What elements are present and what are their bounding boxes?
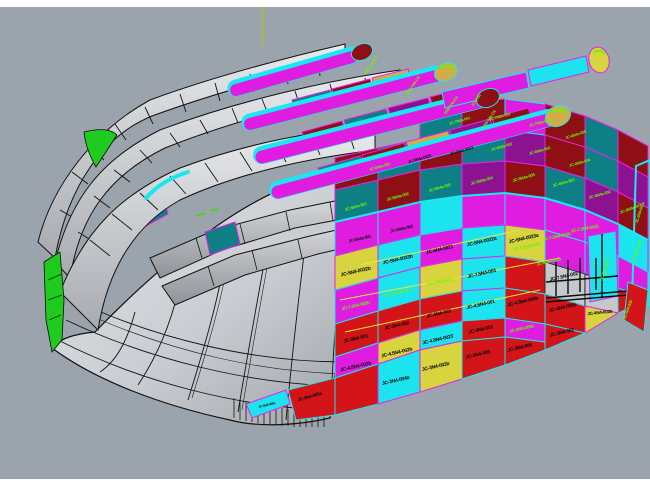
panel-label: JC-5N4-002a bbox=[536, 256, 562, 267]
tip-glint bbox=[593, 49, 606, 55]
panel-label: JC-4N4-001 bbox=[468, 324, 494, 336]
panel-label: JC-7.5N4-001 bbox=[426, 276, 453, 287]
panel-label: JC-5N4-03b bbox=[622, 299, 634, 320]
lime-dash bbox=[195, 208, 219, 217]
panel-label: JC-6N4a-001 bbox=[368, 161, 391, 172]
panel-label: JC-3N4-006 bbox=[507, 342, 533, 354]
panel[interactable] bbox=[461, 192, 506, 229]
panel[interactable] bbox=[544, 323, 587, 351]
panel-label: JC-5N4a-003 bbox=[428, 182, 452, 193]
green-panel[interactable] bbox=[83, 129, 118, 168]
green-wedge-hatch bbox=[47, 273, 63, 321]
panel-label: JC-5N4a-002 bbox=[386, 191, 410, 202]
cyan-sliver bbox=[630, 158, 650, 307]
tip-glint bbox=[551, 109, 568, 114]
panel-label: JC-5N4b bbox=[471, 93, 483, 107]
panel-label: JC-5N4-003 bbox=[426, 308, 452, 320]
green-wedge[interactable] bbox=[43, 251, 65, 353]
panel-label: JC-5N4a-001 bbox=[344, 201, 368, 212]
panel-label: JC-7.5N4-005 bbox=[384, 287, 411, 298]
panel-label: JC-6N4a-002 bbox=[490, 141, 513, 152]
panel-label: JC-5N4-002 bbox=[384, 320, 410, 332]
panel-label: JC-5N4-001 bbox=[343, 333, 369, 345]
panel[interactable] bbox=[287, 377, 336, 421]
panel[interactable] bbox=[504, 336, 546, 366]
panel-label: JC-4N4a-004 bbox=[568, 157, 591, 168]
panel[interactable] bbox=[617, 129, 649, 178]
teal-riser[interactable] bbox=[204, 221, 241, 256]
panel-label: JC-2N4-001a bbox=[634, 200, 646, 223]
strip-tip[interactable] bbox=[473, 85, 502, 111]
tip-glint bbox=[439, 65, 455, 69]
window-frame-top bbox=[0, 0, 650, 7]
panel-label: JC-5N4a-002 bbox=[390, 223, 414, 233]
panel-label: JC-7.5N4-004b bbox=[542, 231, 571, 242]
stern-windows[interactable] bbox=[545, 230, 641, 303]
hull-grid-line bbox=[99, 311, 136, 373]
deck-strip[interactable] bbox=[271, 113, 555, 199]
panel-label: JC-7N4a-001 bbox=[448, 115, 471, 126]
strip-tips[interactable] bbox=[349, 40, 612, 130]
panel-label: JC-7.5N4-0025 bbox=[570, 223, 599, 233]
band-sheer[interactable] bbox=[59, 125, 376, 332]
deck-strip[interactable] bbox=[244, 70, 442, 130]
panel-label: JC-5N4a-005 bbox=[512, 172, 536, 183]
panel-label: JC-5N4a-001 bbox=[348, 233, 372, 243]
hull-grid-line bbox=[77, 301, 345, 363]
panel-label: JC-4N4-005b bbox=[509, 323, 535, 334]
panel-label: JC-3N4-005a bbox=[258, 401, 276, 409]
panel-label: JC-7.5N4-005b bbox=[512, 241, 541, 252]
mullion-lines bbox=[545, 234, 641, 303]
panel-label: JC-7N4a-003 bbox=[528, 117, 551, 128]
panel-label: JC-3N4-005a bbox=[297, 391, 323, 403]
deck-strip[interactable] bbox=[255, 95, 485, 164]
right-curl[interactable] bbox=[623, 158, 650, 333]
panel-label: JC-5N4a-004 bbox=[470, 175, 494, 186]
panel[interactable] bbox=[527, 55, 590, 87]
hull-grid-line bbox=[241, 255, 270, 411]
strip-tip[interactable] bbox=[349, 40, 376, 64]
deck-edge-highlight bbox=[334, 191, 649, 241]
panel[interactable] bbox=[245, 389, 291, 419]
panel-label: JC-5N4a-0023 bbox=[449, 145, 474, 157]
panel-label: JC-4N4a-002 bbox=[588, 189, 612, 200]
panel-label: JC-7N4a-002 bbox=[488, 111, 511, 122]
hull-grid-line bbox=[95, 317, 347, 375]
hull-grid-line bbox=[237, 257, 266, 413]
window-frame-bottom bbox=[0, 479, 650, 488]
panel-label: JC-4N4a-005 bbox=[564, 129, 587, 141]
panel-label: JC-5N4a-0022 bbox=[407, 153, 432, 165]
panel-label: JC-6N4a-003 bbox=[528, 145, 551, 156]
deck-strip[interactable] bbox=[230, 51, 358, 96]
panel[interactable] bbox=[623, 281, 649, 333]
panel-label: JC-4N4-002b bbox=[587, 309, 613, 317]
panel-label: JC-3N4-002 bbox=[549, 327, 575, 339]
panel-label: JC-3N4-005 bbox=[465, 349, 491, 361]
seam-line bbox=[339, 229, 561, 333]
hull-grid-line bbox=[65, 319, 339, 387]
panel-label: JC-4N4a-001 bbox=[552, 177, 576, 188]
deck-edge-strips[interactable] bbox=[227, 46, 557, 199]
cyan-arc bbox=[144, 170, 190, 200]
panel[interactable] bbox=[584, 305, 620, 334]
panel-label: JC-7.5N4-005b bbox=[341, 300, 370, 311]
panel[interactable] bbox=[504, 192, 546, 231]
